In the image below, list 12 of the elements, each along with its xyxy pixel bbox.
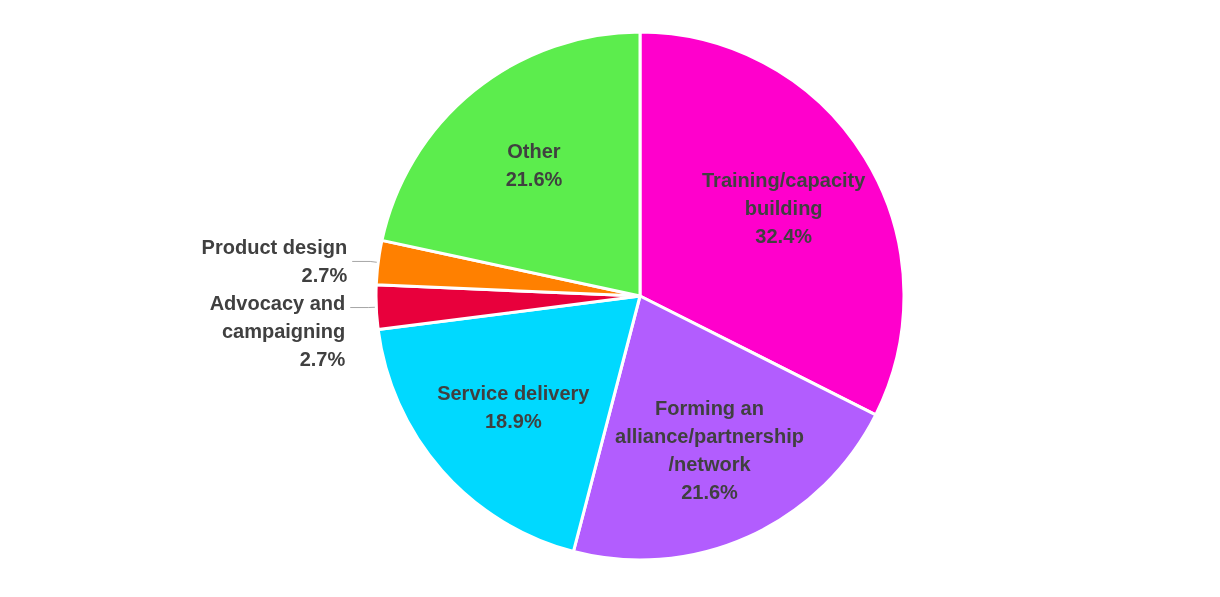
data-label: 2.7% (301, 264, 348, 287)
slice-label: Product design (201, 236, 348, 259)
data-label: 2.7% (299, 348, 346, 371)
data-label: 21.6% (681, 480, 739, 503)
data-label: 32.4% (755, 224, 813, 247)
data-label: 18.9% (484, 410, 542, 433)
slice-label: Training/capacity building (702, 168, 867, 219)
slice-label: Forming an alliance/partnership /network (615, 396, 804, 475)
slice-label: Service delivery (437, 382, 591, 405)
data-label: 21.6% (505, 167, 563, 190)
slice-label: Other (507, 139, 561, 162)
slice-label: Advocacy and campaigning (209, 292, 346, 343)
